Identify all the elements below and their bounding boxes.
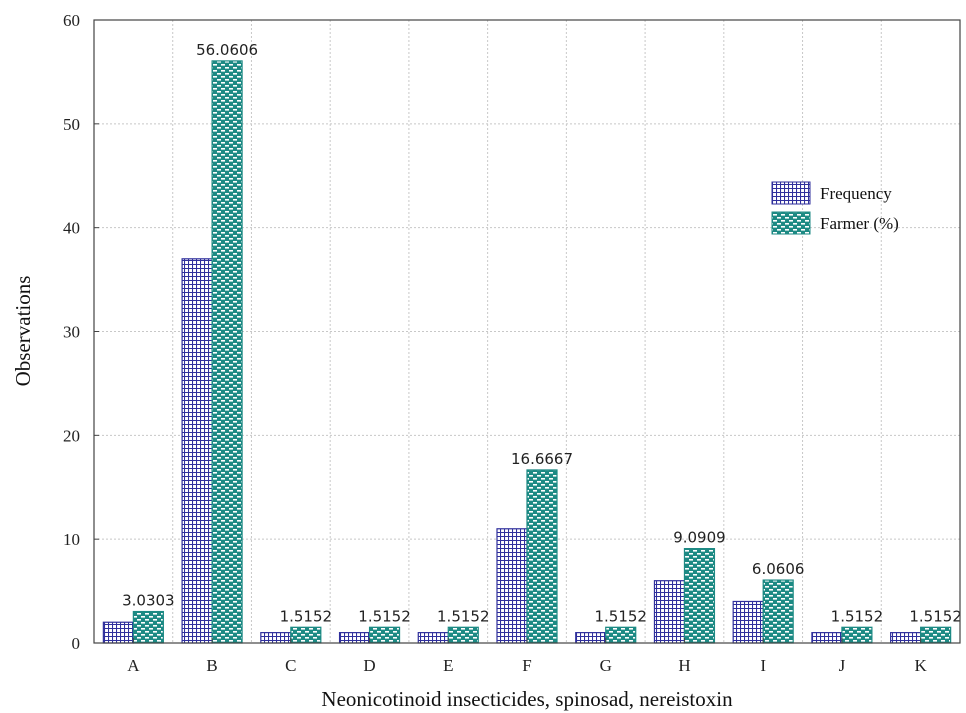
y-tick-label: 30 — [63, 323, 80, 342]
x-tick-label: D — [363, 656, 375, 675]
bar-farmer-percent — [211, 60, 243, 644]
bar-frequency — [338, 632, 371, 644]
bar-frequency — [102, 621, 134, 644]
data-label: 9.0909 — [673, 529, 726, 547]
bar-farmer-percent — [447, 626, 479, 644]
x-tick-label: H — [678, 656, 690, 675]
x-tick-label: F — [522, 656, 531, 675]
y-tick-label: 40 — [63, 219, 80, 238]
y-axis-title: Observations — [11, 276, 35, 387]
x-tick-label: C — [285, 656, 296, 675]
data-label: 56.0606 — [196, 41, 258, 59]
data-label: 1.5152 — [358, 607, 411, 625]
data-label: 6.0606 — [752, 560, 805, 578]
y-tick-label: 60 — [63, 11, 80, 30]
bar-farmer-percent — [920, 626, 952, 644]
y-tick-label: 50 — [63, 115, 80, 134]
bar-frequency — [890, 632, 922, 644]
data-label: 16.6667 — [511, 450, 573, 468]
bar-farmer-percent — [605, 626, 637, 644]
bar-frequency — [575, 632, 607, 644]
bar-frequency — [181, 258, 213, 644]
data-label: 1.5152 — [909, 607, 962, 625]
data-label: 1.5152 — [437, 607, 490, 625]
bar-farmer-percent — [290, 626, 322, 644]
bar-farmer-percent — [132, 610, 164, 644]
data-label: 1.5152 — [594, 607, 647, 625]
bar-frequency — [653, 580, 686, 644]
bar-frequency — [260, 632, 292, 644]
legend-swatch-farmer — [771, 211, 811, 235]
data-label: 3.0303 — [122, 592, 175, 610]
bar-farmer-percent — [368, 626, 401, 644]
legend-label-frequency: Frequency — [820, 184, 892, 203]
data-label: 1.5152 — [280, 607, 333, 625]
y-tick-label: 10 — [63, 530, 80, 549]
x-tick-label: A — [127, 656, 140, 675]
bar-farmer-percent — [526, 469, 558, 644]
x-tick-label: E — [443, 656, 453, 675]
y-tick-label: 0 — [72, 634, 81, 653]
bar-farmer-percent — [841, 626, 873, 644]
legend: Frequency Farmer (%) — [771, 181, 899, 235]
data-label: 1.5152 — [831, 607, 884, 625]
y-tick-label: 20 — [63, 426, 80, 445]
x-tick-label: B — [206, 656, 217, 675]
bar-frequency — [732, 600, 764, 644]
x-tick-label: G — [600, 656, 612, 675]
x-axis-title: Neonicotinoid insecticides, spinosad, ne… — [321, 687, 733, 711]
x-tick-label: I — [760, 656, 766, 675]
x-tick-label: J — [839, 656, 846, 675]
bar-frequency — [811, 632, 843, 644]
x-tick-label: K — [914, 656, 927, 675]
bar-frequency — [496, 528, 528, 644]
legend-label-farmer: Farmer (%) — [820, 214, 899, 233]
bar-frequency — [417, 632, 449, 644]
bar-farmer-percent — [762, 579, 794, 644]
bar-farmer-percent — [683, 548, 716, 644]
legend-swatch-frequency — [771, 181, 811, 205]
